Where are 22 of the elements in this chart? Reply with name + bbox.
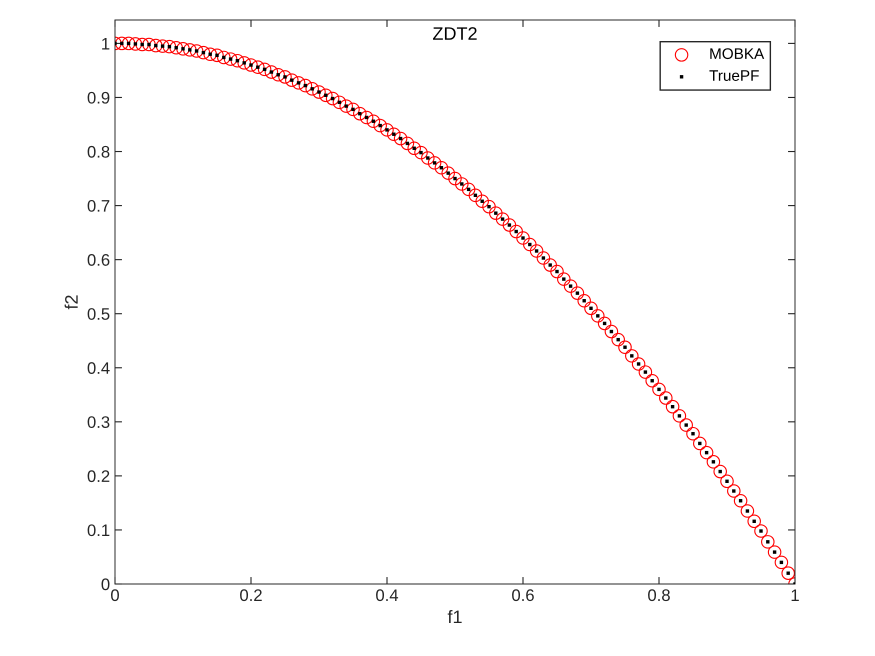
y-tick-label: 0.1 <box>88 524 110 536</box>
x-axis-title: f1 <box>448 610 462 624</box>
y-tick-label: 1 <box>102 38 110 50</box>
y-tick-label: 0 <box>102 578 110 590</box>
y-axis-title: f2 <box>64 295 78 310</box>
y-tick-label: 0.4 <box>88 362 110 374</box>
y-tick-label: 0.2 <box>88 470 110 482</box>
y-tick-label: 0.3 <box>88 416 110 428</box>
y-tick-label: 0.7 <box>88 200 110 212</box>
y-tick-label: 0.6 <box>88 254 110 266</box>
legend-label: TruePF <box>709 70 759 81</box>
chart-title: ZDT2 <box>433 27 477 40</box>
y-tick-label: 0.8 <box>88 146 110 158</box>
x-tick-label: 0.4 <box>376 589 398 602</box>
x-tick-label: 0.8 <box>648 589 670 602</box>
x-tick-label: 1 <box>792 589 799 601</box>
legend-label: MOBKA <box>710 48 764 60</box>
x-tick-label: 0 <box>111 589 119 602</box>
y-tick-label: 0.5 <box>88 308 110 320</box>
x-tick-label: 0.6 <box>512 589 534 602</box>
y-tick-label: 0.9 <box>88 92 110 104</box>
x-tick-label: 0.2 <box>240 589 262 602</box>
